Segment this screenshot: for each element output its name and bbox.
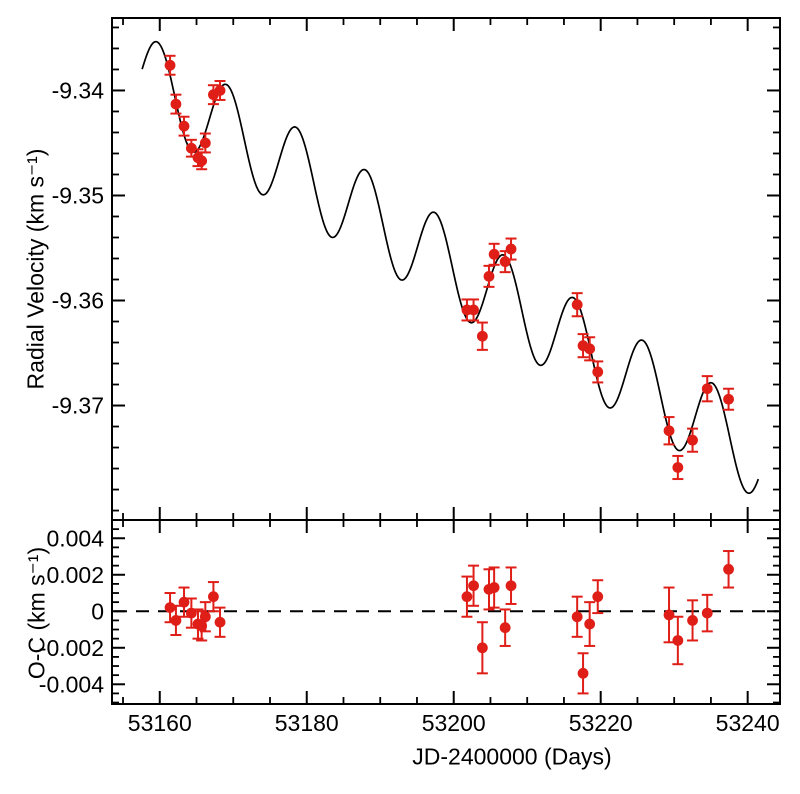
rv-data-point [592,366,604,378]
x-tick-label: 53160 [128,710,192,736]
rv-data-point [488,248,500,260]
rv-data-point [214,85,226,96]
x-tick-label: 53200 [422,710,486,736]
oc-y-axis-title: O-C (km s⁻¹) [23,546,50,680]
oc-data-point [505,580,517,592]
oc-data-point [170,614,182,626]
oc-data-point [592,591,604,603]
rv-data-point [199,137,211,149]
oc-data-point [178,596,190,608]
rv-data-point [687,434,698,446]
rv-data-point [178,120,190,132]
rv-data-point [723,393,734,405]
oc-data-point [214,616,226,628]
oc-data-point [199,611,211,623]
rv-data-point [476,330,488,342]
rv-data-point [170,98,182,110]
oc-data-point [663,609,675,621]
rv-data-point [499,256,511,268]
oc-data-point [185,607,197,619]
oc-data-point [584,618,596,630]
oc-data-point [672,635,684,646]
rv-data-point [701,383,713,395]
oc-y-tick-label: -0.002 [39,635,104,661]
rv-data-point [505,243,517,255]
oc-data-point [196,620,208,632]
oc-data-point [208,591,219,603]
oc-data-point [499,622,511,634]
model-curve [141,40,760,495]
oc-y-tick-label: -0.004 [39,671,104,697]
oc-y-tick-label: 0.004 [46,525,104,551]
x-tick-label: 53240 [716,710,780,736]
oc-y-tick-label: 0.002 [46,562,104,588]
oc-data-point [468,580,479,592]
oc-y-tick-label: 0 [91,598,104,624]
rv-y-tick-label: -9.36 [52,288,104,314]
rv-y-tick-label: -9.34 [52,77,105,103]
rv-data-point [196,155,208,167]
rv-data-point [672,462,684,473]
oc-data-point [701,607,713,619]
rv-data-point [571,299,583,311]
rv-data-point [483,270,495,282]
rv-y-tick-label: -9.35 [52,182,104,208]
rv-data-point [185,142,197,154]
rv-data-point [584,343,596,355]
oc-data-point [476,642,488,654]
rv-y-tick-label: -9.37 [52,393,104,419]
x-axis-title: JD-2400000 (Days) [412,743,612,770]
x-tick-label: 53180 [275,710,339,736]
x-tick-label: 53220 [569,710,633,736]
rv-data-point [663,425,675,437]
oc-data-point [577,667,589,679]
oc-data-point [723,563,734,575]
oc-data-point [687,614,698,626]
rv-data-point [468,304,479,316]
rv-y-axis-title: Radial Velocity (km s⁻¹) [22,148,49,390]
oc-data-point [164,602,176,614]
oc-data-point [488,582,500,593]
oc-data-point [461,591,473,603]
oc-data-point [571,611,583,623]
rv-data-point [164,59,176,71]
